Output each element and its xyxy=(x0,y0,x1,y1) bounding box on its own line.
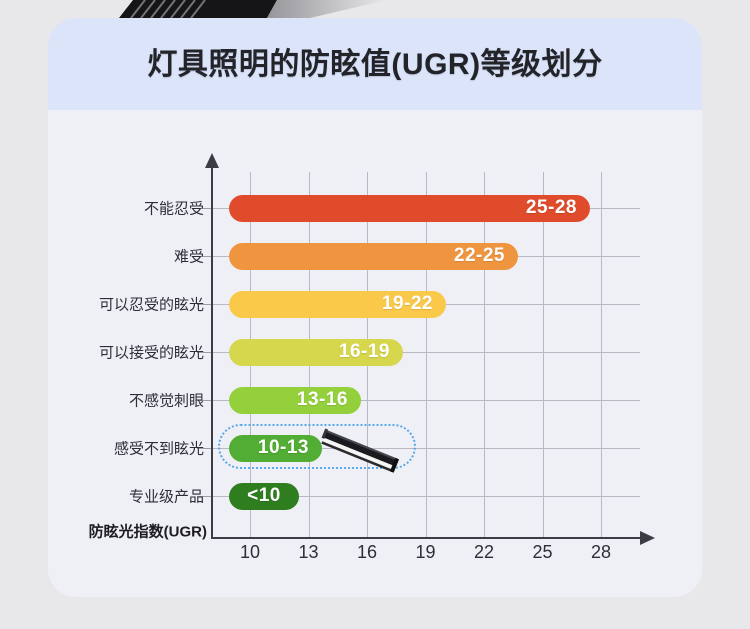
bar-range-label: 16-19 xyxy=(338,341,390,362)
x-tick-label: 28 xyxy=(590,542,612,562)
x-axis-arrow-icon xyxy=(640,531,655,545)
gridline-vertical xyxy=(542,172,544,537)
ugr-bar: 25-28 xyxy=(229,194,590,222)
bar-range-label: 10-13 xyxy=(257,437,309,458)
ugr-bar: <10 xyxy=(229,482,299,510)
x-tick-label: 13 xyxy=(298,542,319,562)
y-tick xyxy=(197,496,212,497)
infographic-card: 灯具照明的防眩值(UGR)等级划分 不能忍受 25-28 难受 22-25 可以忍受的眩… xyxy=(48,18,702,597)
ugr-bar: 10-13 xyxy=(229,434,322,462)
gridline-vertical xyxy=(484,172,485,537)
category-label: 不能忍受 xyxy=(143,200,204,218)
bar-range-label: 22-25 xyxy=(453,245,505,266)
x-tick-label: 10 xyxy=(239,542,261,562)
y-axis xyxy=(211,168,213,537)
x-tick-label: 19 xyxy=(415,542,436,562)
category-label: 难受 xyxy=(173,248,204,266)
y-tick xyxy=(197,448,212,449)
gridline-vertical xyxy=(425,172,427,537)
bar-range-label: 25-28 xyxy=(525,197,577,218)
category-label: 可以忍受的眩光 xyxy=(98,296,204,314)
page-title: 灯具照明的防眩值(UGR)等级划分 xyxy=(147,48,603,81)
gridline-vertical xyxy=(601,172,602,537)
gridline-horizontal xyxy=(212,496,640,497)
y-tick xyxy=(197,208,212,209)
x-tick-label: 22 xyxy=(473,542,495,562)
bar-range-label: 13-16 xyxy=(296,389,348,410)
category-label: 不感觉刺眼 xyxy=(128,392,204,410)
category-label: 专业级产品 xyxy=(128,488,204,506)
header-band: 灯具照明的防眩值(UGR)等级划分 xyxy=(48,18,702,110)
linear-light-icon xyxy=(321,428,400,473)
ugr-bar: 22-25 xyxy=(229,242,518,270)
bar-range-label: 19-22 xyxy=(381,293,433,314)
ugr-bar: 13-16 xyxy=(229,386,361,414)
category-label: 感受不到眩光 xyxy=(113,440,204,458)
y-axis-arrow-icon xyxy=(205,153,219,168)
y-tick xyxy=(197,352,212,353)
ugr-bar: 16-19 xyxy=(229,338,403,366)
ugr-bar: 19-22 xyxy=(229,290,446,318)
y-tick xyxy=(197,400,212,401)
gridline-horizontal xyxy=(212,448,640,449)
x-axis-title: 防眩光指数(UGR) xyxy=(88,523,207,541)
x-axis xyxy=(211,537,641,539)
gridline-horizontal xyxy=(212,400,640,401)
x-tick-label: 16 xyxy=(356,542,378,562)
y-tick xyxy=(197,256,212,257)
gridline-horizontal xyxy=(212,352,640,353)
y-tick xyxy=(197,304,212,305)
category-label: 可以接受的眩光 xyxy=(98,344,204,362)
x-tick-label: 25 xyxy=(532,542,553,562)
bar-range-label: <10 xyxy=(247,485,281,506)
highlight-ellipse xyxy=(218,424,416,469)
lamp-photo-fragment xyxy=(119,0,387,18)
